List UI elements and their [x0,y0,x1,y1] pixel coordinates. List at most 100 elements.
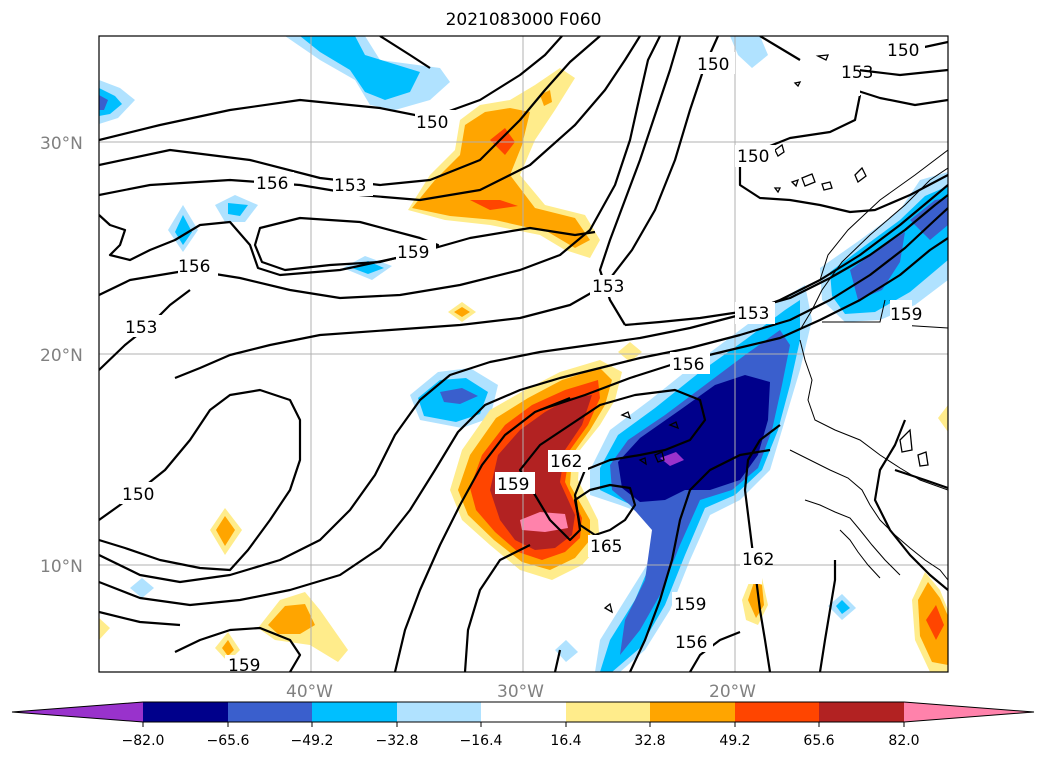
pos-anomaly-se-deep [926,605,944,640]
colorbar: −82.0 −65.6 −49.2 −32.8 −16.4 16.4 32.8 … [11,701,1035,749]
pos-anomaly-small-5 [99,618,110,640]
islands [603,54,929,614]
pos-anomaly-e-edge [938,405,948,432]
contour-label-bg [590,275,630,297]
contour-label-bg [735,145,775,167]
colorbar-tick-label: 32.8 [634,733,665,749]
neg-anomaly-west-edge-deep [99,95,108,110]
neg-anomaly-main-darkest [618,375,770,502]
lon-label-30w: 30°W [497,682,544,702]
contour-label-bg [695,52,735,74]
colorbar-bin-8 [735,702,819,722]
colorbar-bin-6 [566,702,650,722]
neg-anomaly-ne-small [730,36,768,68]
colorbar-tick-label: −49.2 [291,733,334,749]
plot-frame [98,35,949,673]
gridlines [99,36,948,672]
contour-label-156-east: 156 [672,355,704,375]
pos-anomaly-small-2 [618,342,642,362]
colorbar-extend-low [12,702,143,722]
contour-label-bg [735,302,775,324]
colorbar-tick-label: 16.4 [550,733,581,749]
lon-label-40w: 40°W [286,682,333,702]
contour-label-162-south: 162 [742,550,774,570]
neg-anomaly-small-2-core [228,203,248,216]
contour-label-159-sw: 159 [228,656,260,676]
contour-label-153-center: 153 [592,277,624,297]
contour-label-159-ne: 159 [890,305,922,325]
contour-label-bg [396,240,436,262]
contour-label-150-sw: 150 [122,485,154,505]
neg-anomaly-ne-band-deep2 [910,198,948,240]
contour-label-bg [740,548,762,584]
lat-label-10n: 10°N [40,557,83,577]
contour-label-150-ne: 150 [697,55,729,75]
contour-label-bg [120,482,160,504]
colorbar-tick-marks [142,722,905,727]
contour-label-bg [885,40,925,62]
contour-label-159-center: 159 [497,475,529,495]
pos-anomaly-sw-core [268,604,315,634]
colorbar-bin-9 [819,702,904,722]
pos-anomaly-small-1-core [454,307,470,317]
contour-label-153-east: 153 [737,304,769,324]
colorbar-tick-label: 82.0 [888,733,919,749]
contour-label-bg [333,174,373,196]
pos-anomaly-main-darkest [490,395,592,550]
contour-label-156-west: 156 [178,257,210,277]
neg-anomaly-west-edge-core [99,88,122,116]
height-contours [99,36,948,672]
colorbar-bin-4 [397,702,481,722]
contour-label-162: 162 [550,452,582,472]
neg-anomaly-small-4 [130,578,154,598]
contour-label-bg [548,450,588,472]
contour-label-bg [890,300,912,336]
contour-label-159-north: 159 [397,243,429,263]
lat-label-20n: 20°N [40,346,83,366]
contour-label-bg [673,630,713,652]
colorbar-bin-2 [228,702,312,722]
contour-label-150-north: 150 [416,113,448,133]
contour-label-150-east: 150 [737,147,769,167]
contour-label-165: 165 [590,537,622,557]
contour-label-bg [672,592,712,614]
contour-label-153-west: 153 [125,318,157,338]
colorbar-bin-1 [143,702,228,722]
lat-label-30n: 30°N [40,134,83,154]
colorbar-bin-3 [312,702,397,722]
colorbar-tick-label: −16.4 [460,733,503,749]
colorbar-tick-label: −32.8 [376,733,419,749]
neg-anomaly-north-core [300,36,420,100]
colorbar-tick-label: 65.6 [803,733,834,749]
colorbar-bin-5 [481,702,566,722]
lon-label-20w: 20°W [709,682,756,702]
contour-label-bg [254,172,294,194]
colorbar-tick-label: 49.2 [719,733,750,749]
colorbar-bin-7 [650,702,735,722]
contour-label-bg [670,352,710,374]
neg-anomaly-small-6-core [836,600,850,614]
pos-anomaly-small-4-core [222,640,234,656]
neg-anomaly-small-3-core [352,261,384,274]
contour-label-bg [588,535,628,557]
contour-label-156-south: 156 [675,633,707,653]
contour-label-bg [122,315,162,337]
contour-labels: 150 153 156 159 156 153 153 150 150 153 … [120,40,925,676]
pos-anomaly-north-strip [470,200,518,210]
contour-label-bg [838,60,860,96]
contour-label-bg [178,255,218,277]
contour-label-bg [495,472,535,494]
pos-anomaly-north-core [412,108,590,248]
contour-label-bg [415,110,455,132]
contour-label-153-north: 153 [334,176,366,196]
pos-anomaly-small-3-core [216,516,235,546]
colorbar-extend-high [904,702,1034,722]
chart-title: 2021083000 F060 [445,10,602,30]
contour-label-159-south: 159 [674,595,706,615]
neg-anomaly-mid-deep [440,388,478,404]
colorbar-tick-label: −65.6 [207,733,250,749]
coastlines [789,149,948,581]
neg-anomaly-main-extreme [660,452,684,466]
colorbar-tick-label: −82.0 [122,733,165,749]
